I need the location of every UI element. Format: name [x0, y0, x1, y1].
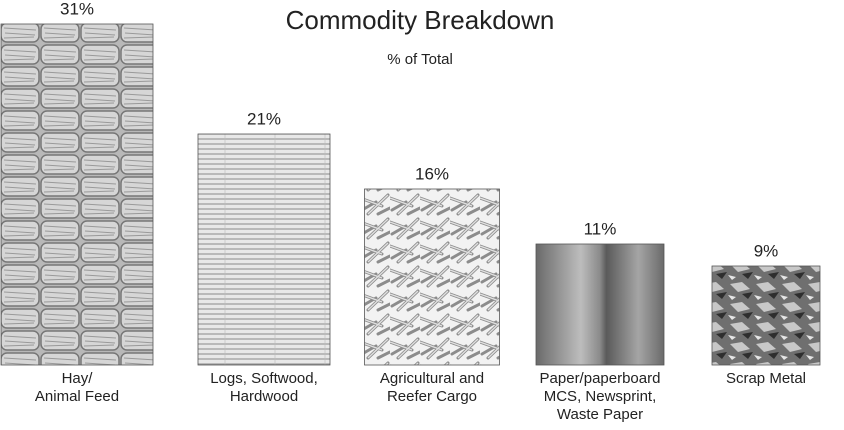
- category-label: Agricultural and Reefer Cargo: [347, 370, 517, 406]
- bar: [536, 244, 664, 365]
- value-label: 9%: [754, 241, 779, 260]
- bar: [712, 266, 820, 365]
- chart-title: Commodity Breakdown: [286, 5, 555, 35]
- value-label: 21%: [247, 109, 281, 128]
- category-label: Scrap Metal: [681, 370, 844, 388]
- chart-page: Commodity Breakdown % of Total 31% 21% 16%…: [0, 0, 844, 430]
- chart: Commodity Breakdown % of Total 31% 21% 16%…: [0, 0, 844, 430]
- bar: [365, 189, 500, 365]
- category-label: Logs, Softwood, Hardwood: [179, 370, 349, 406]
- category-label: Paper/paperboard MCS, Newsprint, Waste P…: [515, 370, 685, 424]
- bar: [1, 24, 153, 365]
- value-label: 11%: [584, 219, 617, 238]
- value-label: 16%: [415, 164, 449, 183]
- chart-subtitle: % of Total: [387, 51, 453, 68]
- value-label: 31%: [60, 0, 94, 18]
- bar: [198, 134, 330, 365]
- category-label: Hay/ Animal Feed: [0, 370, 162, 406]
